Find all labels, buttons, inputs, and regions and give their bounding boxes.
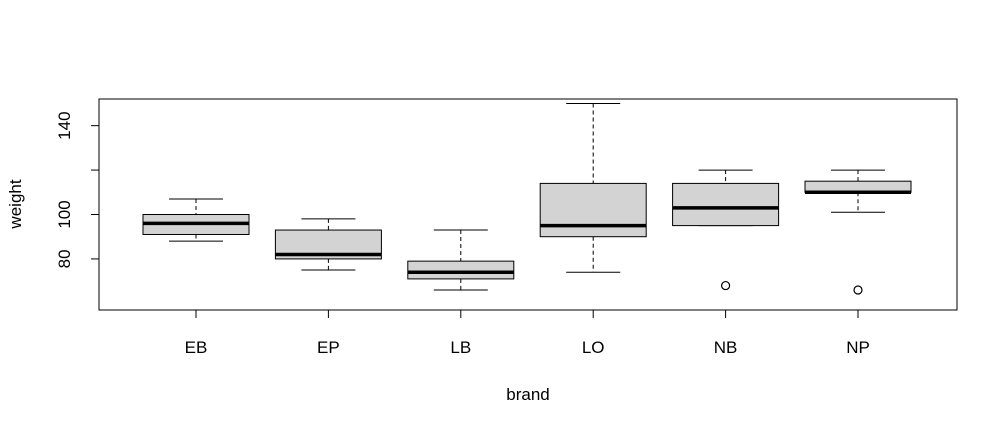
box-NB [672, 182, 780, 227]
outlier-point [853, 285, 863, 295]
y-tick-label: 80 [55, 249, 74, 268]
x-tick-label: LB [450, 338, 471, 357]
y-tick-label: 100 [55, 200, 74, 228]
x-tick-label: EB [185, 338, 208, 357]
y-tick-label: 140 [55, 111, 74, 139]
y-axis-title: weight [6, 179, 25, 229]
x-tick-label: NB [714, 338, 738, 357]
box-group [142, 102, 912, 295]
box-LB [407, 260, 515, 280]
x-axis-title: brand [506, 385, 549, 404]
y-axis: 80 100 140 [55, 111, 100, 268]
plot-area-border [98, 98, 958, 311]
x-tick-label: NP [846, 338, 870, 357]
x-tick-label: LO [582, 338, 605, 357]
box-LO [539, 182, 647, 238]
x-tick-label: EP [317, 338, 340, 357]
x-axis: EB EP LB LO NB NP [185, 309, 870, 357]
outlier-point [720, 280, 731, 291]
